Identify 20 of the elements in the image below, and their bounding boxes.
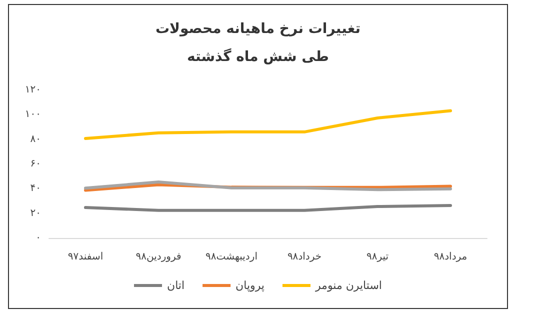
y-tick-label: ۸۰ [30, 134, 41, 145]
y-tick-label: ۶۰ [30, 158, 41, 170]
chart-subtitle: طی شش ماه گذشته [187, 48, 329, 65]
y-tick-label: ۴۰ [30, 183, 41, 194]
x-tick-label: مرداد۹۸ [434, 252, 468, 262]
y-tick-label: ۱۲۰ [24, 84, 41, 96]
y-tick-label: ۲۰ [30, 208, 41, 219]
y-tick-label: ۱۰۰ [24, 109, 41, 120]
y-tick-label: ۰ [36, 232, 41, 244]
x-tick-label: اردیبهشت۹۸ [206, 252, 258, 262]
x-tick-label: اسفند۹۷ [68, 252, 104, 262]
legend-label: پروپان [236, 279, 264, 292]
x-tick-label: فروردین۹۸ [136, 252, 182, 262]
x-tick-label: خرداد۹۸ [287, 252, 322, 262]
line-series [84, 109, 452, 140]
line-series [84, 180, 452, 192]
chart-title: تغییرات نرخ ماهیانه محصولات [155, 21, 361, 37]
legend-label: استایرن منومر [314, 279, 382, 292]
x-tick-label: تیر۹۸ [366, 252, 389, 262]
legend-label: اتان [167, 279, 185, 292]
